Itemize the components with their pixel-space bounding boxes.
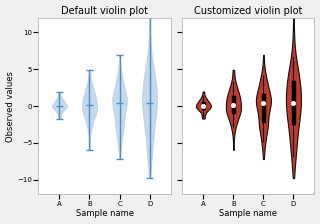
Title: Customized violin plot: Customized violin plot <box>194 6 303 15</box>
Point <box>231 103 236 107</box>
Point <box>261 102 266 105</box>
Point <box>291 101 296 104</box>
X-axis label: Sample name: Sample name <box>220 209 277 218</box>
Title: Default violin plot: Default violin plot <box>61 6 148 15</box>
Point <box>201 104 206 107</box>
X-axis label: Sample name: Sample name <box>76 209 133 218</box>
Y-axis label: Observed values: Observed values <box>5 71 14 142</box>
